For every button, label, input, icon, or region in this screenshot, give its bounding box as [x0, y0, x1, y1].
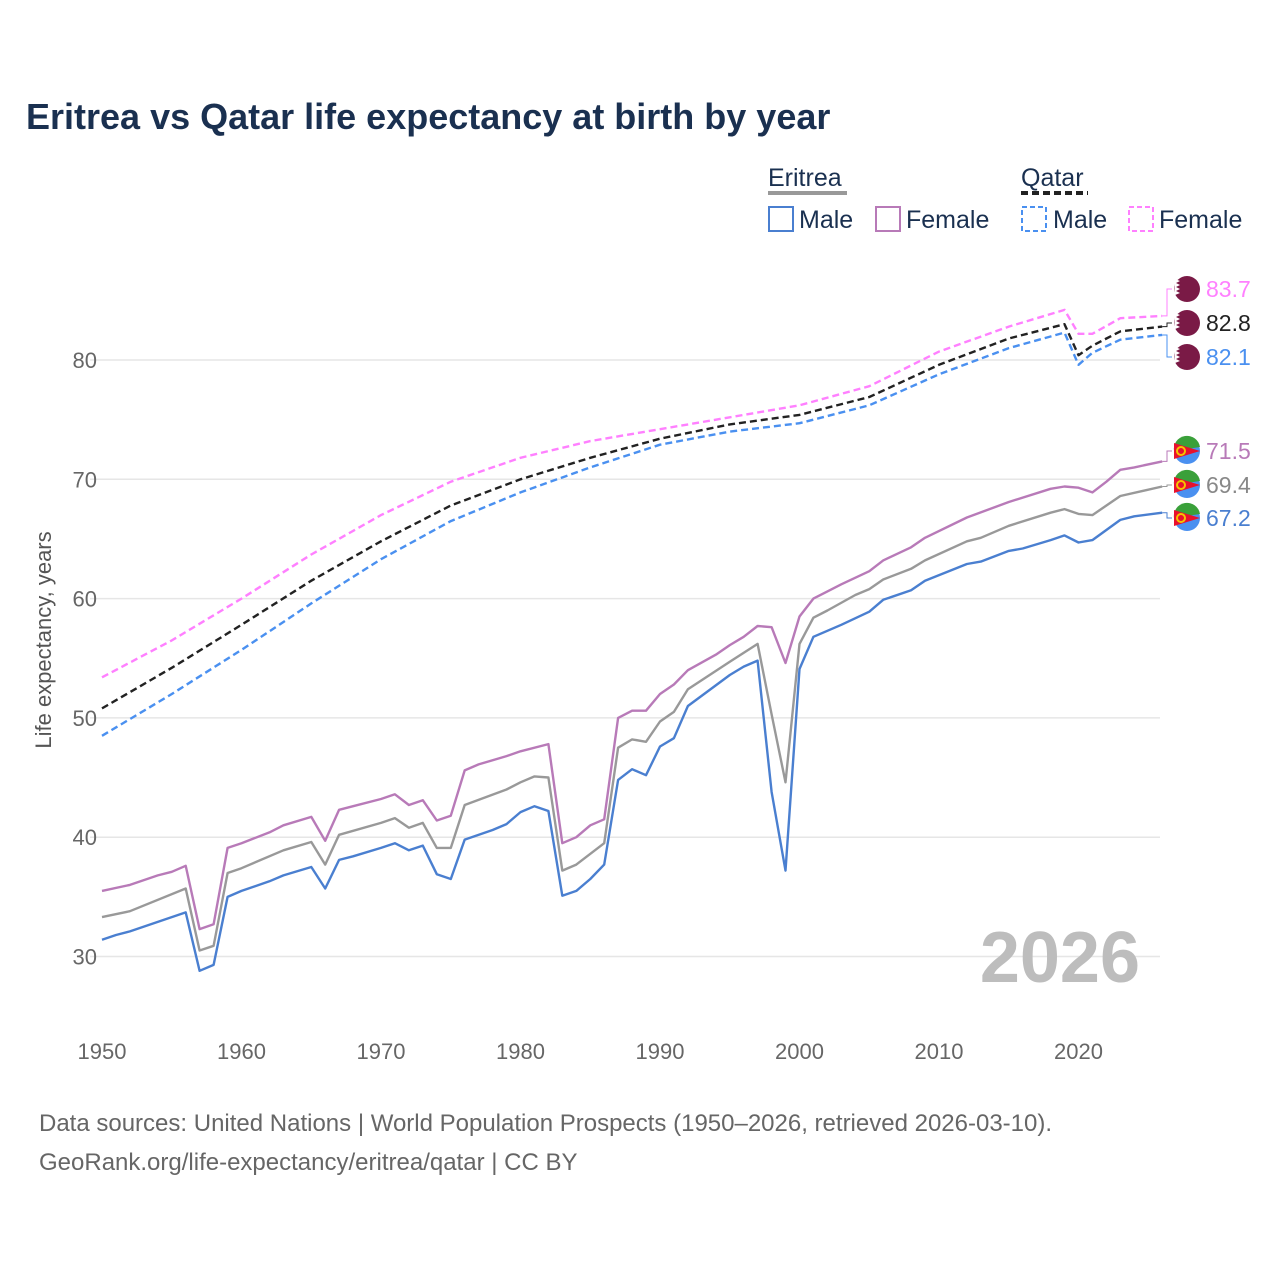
legend-eritrea-male-label[interactable]: Male	[799, 206, 853, 234]
label-connector	[1162, 288, 1172, 317]
label-connector	[1162, 484, 1172, 487]
legend-qatar-female-swatch[interactable]	[1128, 206, 1154, 232]
y-tick-label: 70	[73, 467, 97, 492]
chart-title: Eritrea vs Qatar life expectancy at birt…	[26, 96, 830, 137]
end-value-label: 69.4	[1206, 472, 1251, 498]
legend-qatar-male-swatch[interactable]	[1021, 206, 1047, 232]
x-axis: 1950 1960 1970 1980 1990 2000 2010 2020	[78, 1039, 1103, 1064]
y-axis-label: Life expectancy, years	[31, 531, 56, 748]
legend-group-eritrea: Eritrea	[768, 164, 842, 192]
legend-eritrea-female-swatch[interactable]	[875, 206, 901, 232]
y-tick-label: 50	[73, 706, 97, 731]
eritrea-flag-emblem	[1176, 446, 1186, 456]
qatar-flag-icon	[1174, 310, 1200, 336]
qatar-flag-icon	[1174, 344, 1200, 370]
series-line-qatar-male	[101, 331, 1163, 737]
y-axis: 30 40 50 60 70 80	[73, 348, 97, 970]
x-tick-label: 1950	[78, 1039, 127, 1064]
y-tick-label: 80	[73, 348, 97, 373]
legend-eritrea-female-label[interactable]: Female	[906, 206, 989, 234]
label-connector	[1162, 450, 1172, 462]
legend-group-qatar: Qatar	[1021, 164, 1084, 192]
label-connector	[1162, 512, 1172, 519]
x-tick-label: 1960	[217, 1039, 266, 1064]
x-tick-label: 1970	[357, 1039, 406, 1064]
x-tick-label: 2010	[915, 1039, 964, 1064]
end-labels: 83.7 82.8 82.1 71.5 69.4 67.2	[1162, 276, 1251, 531]
series-line-qatar-total	[101, 323, 1163, 710]
qatar-flag-serration	[1174, 347, 1180, 365]
end-value-label: 83.7	[1206, 276, 1251, 302]
y-tick-label: 60	[73, 587, 97, 612]
qatar-flag-serration	[1174, 279, 1180, 297]
y-tick-label: 30	[73, 945, 97, 970]
legend: Eritrea Male Female Qatar Male Female	[768, 164, 1242, 234]
legend-eritrea-male-swatch[interactable]	[768, 206, 794, 232]
footer-url[interactable]: GeoRank.org/life-expectancy/eritrea/qata…	[39, 1149, 577, 1176]
series-lines	[101, 308, 1163, 972]
label-connector	[1162, 334, 1172, 358]
x-tick-label: 2000	[775, 1039, 824, 1064]
end-value-label: 82.1	[1206, 344, 1251, 370]
eritrea-flag-emblem	[1176, 513, 1186, 523]
x-tick-label: 1980	[496, 1039, 545, 1064]
eritrea-flag-emblem	[1176, 480, 1186, 490]
end-value-label: 71.5	[1206, 438, 1251, 464]
series-line-eritrea-male	[101, 511, 1163, 972]
series-line-qatar-female	[101, 308, 1163, 679]
qatar-flag-icon	[1174, 276, 1200, 302]
series-line-eritrea-female	[101, 460, 1163, 931]
x-tick-label: 2020	[1054, 1039, 1103, 1064]
end-value-label: 67.2	[1206, 505, 1251, 531]
qatar-flag-serration	[1174, 313, 1180, 331]
legend-qatar-male-label[interactable]: Male	[1053, 206, 1107, 234]
series-line-eritrea-total	[101, 485, 1163, 952]
footer-source: Data sources: United Nations | World Pop…	[39, 1110, 1052, 1137]
grid	[90, 359, 1160, 958]
label-connector	[1162, 322, 1172, 328]
year-watermark: 2026	[980, 918, 1140, 998]
y-tick-label: 40	[73, 825, 97, 850]
legend-qatar-female-label[interactable]: Female	[1159, 206, 1242, 234]
end-value-label: 82.8	[1206, 310, 1251, 336]
x-tick-label: 1990	[636, 1039, 685, 1064]
